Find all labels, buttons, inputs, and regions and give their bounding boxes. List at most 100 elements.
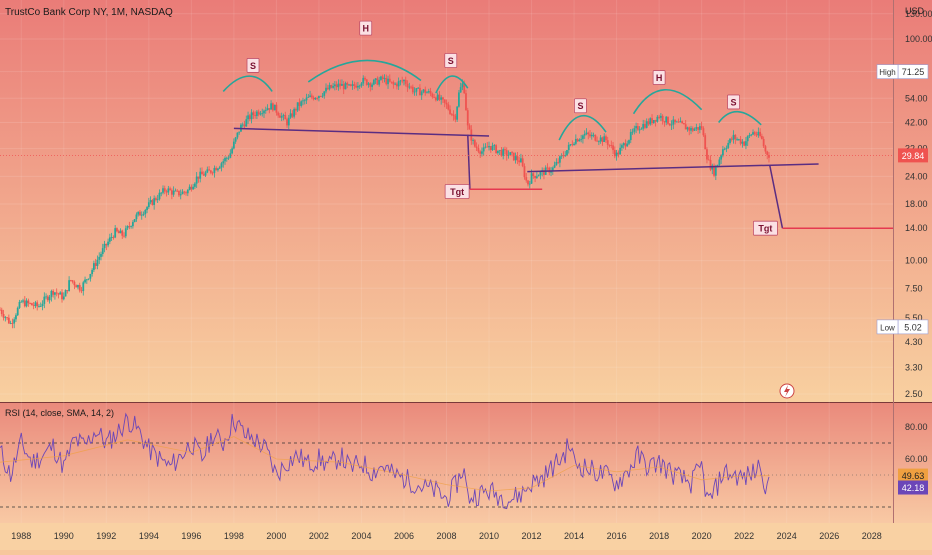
candle-body (155, 198, 157, 200)
candle-body (440, 97, 443, 100)
candle-body (383, 77, 386, 79)
candle-body (156, 199, 159, 201)
candle-body (9, 323, 12, 324)
candle-body (677, 121, 680, 123)
price-gridlines (0, 13, 893, 395)
candle-body (39, 306, 42, 307)
candle-body (114, 228, 117, 238)
candle-body (702, 128, 705, 136)
candle-body (456, 106, 459, 120)
candle-body (732, 134, 735, 140)
candle-body (241, 124, 244, 126)
candle-body (259, 113, 262, 115)
candle-body (108, 237, 111, 242)
candle-body (48, 296, 51, 301)
candle-body (714, 167, 717, 176)
low-marker-value: 5.02 (904, 322, 922, 332)
candle-body (158, 192, 161, 200)
candle-body (57, 293, 60, 295)
candle-body (759, 131, 762, 136)
candle-body (438, 94, 441, 100)
candle-body (291, 113, 294, 117)
candle-body (454, 115, 457, 120)
candle-body (589, 134, 591, 137)
pattern-label-text: Tgt (758, 224, 772, 234)
time-tick-label: 2024 (777, 531, 797, 541)
pattern-label-box (652, 70, 666, 85)
candle-body (316, 97, 319, 99)
candle-body (169, 188, 171, 191)
time-tick-label: 1996 (181, 531, 201, 541)
candle-body (521, 158, 524, 167)
candle-body (302, 100, 304, 102)
candle-body (124, 228, 127, 237)
candle-body (381, 76, 384, 79)
candle-body (371, 84, 373, 87)
candle-body (349, 84, 352, 86)
candle-body (502, 149, 505, 156)
candle-body (305, 97, 308, 101)
candle-body (87, 278, 90, 280)
candle-body (642, 123, 645, 129)
candle-body (431, 93, 434, 97)
candle-body (227, 157, 230, 159)
candle-body (679, 121, 682, 123)
candle-body (530, 173, 533, 184)
candle-body (459, 87, 462, 93)
candle-body (13, 319, 16, 324)
candle-body (443, 99, 446, 103)
candle-body (204, 172, 207, 176)
candle-body (268, 108, 271, 110)
candle-body (358, 85, 361, 87)
candle-body (36, 302, 39, 307)
time-tick-label: 1998 (224, 531, 244, 541)
candle-body (93, 263, 95, 270)
candle-body (195, 176, 198, 184)
candle-body (397, 81, 400, 87)
pattern-arc (222, 75, 273, 92)
candle-body (178, 190, 180, 196)
pattern-label-text: S (731, 97, 737, 107)
candle-body (495, 145, 498, 154)
candle-body (422, 89, 425, 92)
candle-body (582, 135, 584, 139)
candle-body (392, 82, 395, 85)
candle-body (209, 170, 212, 173)
lightning-icon[interactable] (779, 383, 795, 399)
candle-body (608, 144, 611, 146)
candle-body (59, 292, 62, 295)
candle-body (668, 123, 671, 126)
candle-body (357, 85, 359, 88)
candle-body (279, 115, 281, 118)
candle-body (238, 131, 241, 133)
candle-body (147, 202, 150, 208)
currency-label: USD (905, 6, 925, 16)
time-tick-label: 2002 (309, 531, 329, 541)
candle-body (745, 141, 747, 146)
candle-body (231, 148, 234, 154)
candle-body (351, 84, 354, 86)
candle-body (424, 89, 427, 94)
candle-body (78, 285, 81, 291)
candle-body (341, 83, 343, 86)
candle-body (222, 161, 225, 164)
candle-body (378, 79, 381, 85)
candle-body (395, 83, 398, 87)
candle-body (105, 243, 108, 246)
time-tick-label: 2014 (564, 531, 584, 541)
pattern-labels: S H S Tgt S H S Tgt (246, 20, 778, 236)
candle-body (25, 300, 28, 307)
candle-body (406, 83, 409, 88)
time-tick-label: 1994 (139, 531, 159, 541)
candle-body (183, 191, 186, 193)
candle-body (528, 183, 531, 185)
candle-body (364, 77, 366, 80)
candle-body (298, 102, 301, 106)
candle-body (348, 84, 350, 86)
candle-body (218, 167, 221, 169)
candle-body (505, 150, 508, 156)
candle-body (417, 87, 420, 89)
candle-body (493, 145, 496, 147)
price-tick-label: 7.50 (905, 283, 923, 293)
pattern-arc (718, 110, 762, 126)
